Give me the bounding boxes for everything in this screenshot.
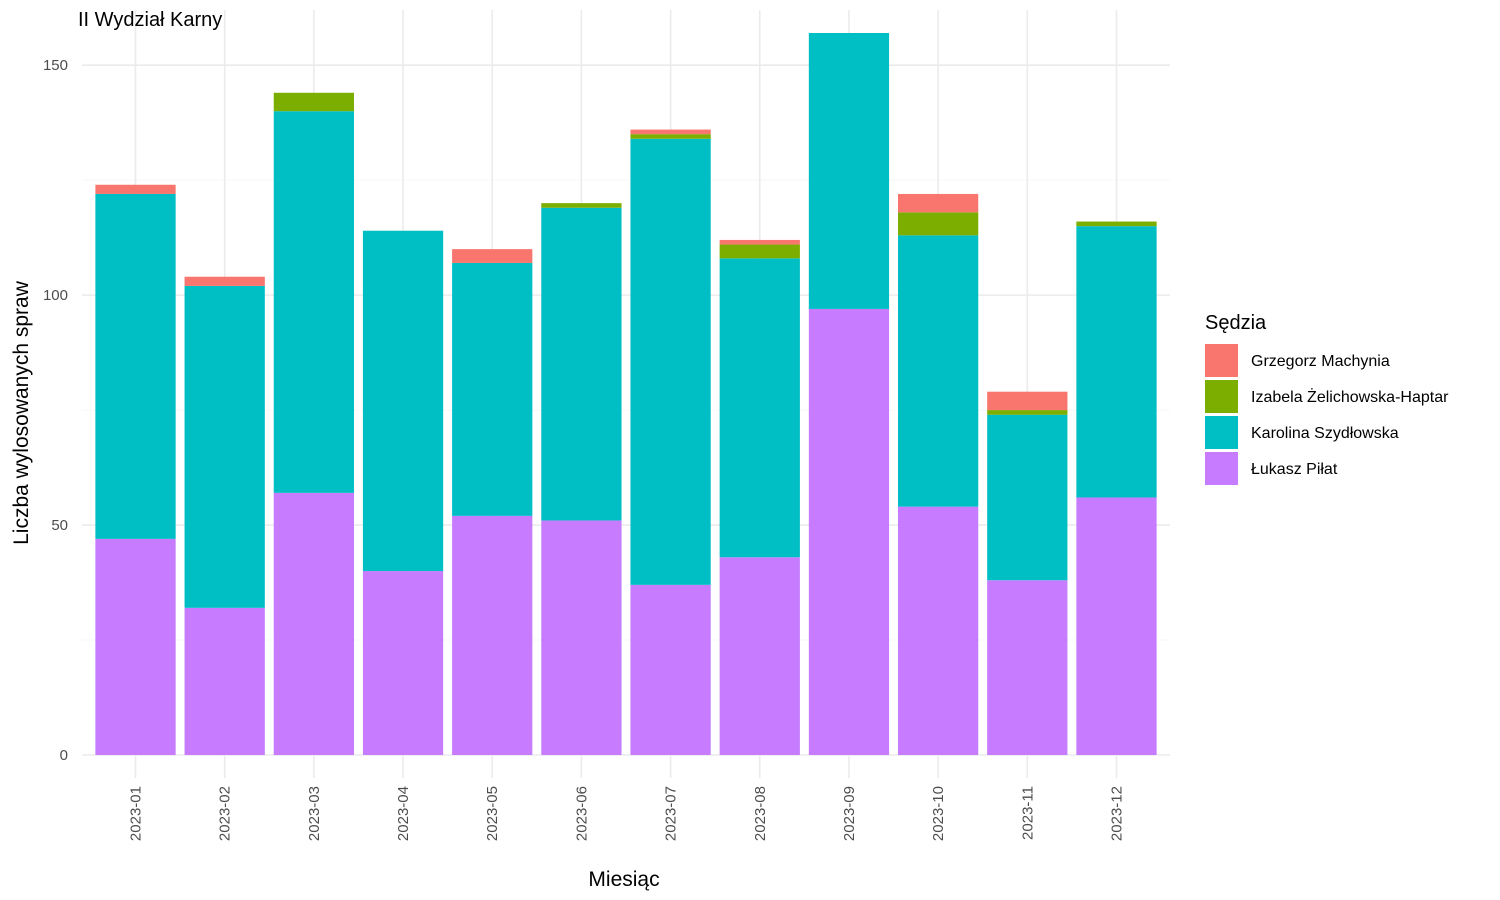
legend-label: Izabela Żelichowska-Haptar — [1251, 387, 1449, 406]
x-tick-label: 2023-05 — [484, 786, 501, 841]
y-tick-label: 0 — [60, 747, 68, 764]
x-tick-label: 2023-08 — [752, 786, 769, 841]
y-tick-label: 150 — [43, 57, 68, 74]
bar-segment — [719, 258, 800, 558]
bar-segment — [452, 249, 533, 263]
bar-segment — [362, 230, 444, 572]
bar-segment — [898, 212, 979, 236]
x-tick-label: 2023-10 — [930, 786, 947, 841]
legend-swatch — [1205, 452, 1238, 485]
legend-label: Grzegorz Machynia — [1251, 353, 1390, 370]
x-tick-label: 2023-03 — [306, 786, 323, 841]
bar-segment — [541, 203, 622, 208]
legend-title: Sędzia — [1205, 312, 1267, 334]
bar-segment — [719, 557, 800, 756]
bar-segment — [630, 138, 711, 585]
bar-segment — [273, 92, 354, 112]
bar-segment — [1076, 221, 1157, 227]
bar-segment — [630, 584, 711, 756]
bar-segment — [95, 538, 176, 756]
bar-segment — [95, 193, 176, 539]
bar-segment — [808, 308, 890, 756]
bar-segment — [541, 207, 622, 521]
x-tick-label: 2023-11 — [1019, 786, 1036, 840]
x-tick-label: 2023-07 — [663, 786, 680, 841]
x-tick-label: 2023-04 — [395, 786, 412, 841]
y-axis-title: Liczba wylosowanych spraw — [10, 280, 33, 545]
bar-segment — [987, 414, 1068, 581]
x-tick-label: 2023-06 — [573, 786, 590, 841]
bar-segment — [273, 111, 354, 493]
bar-segment — [808, 32, 890, 309]
bar-segment — [987, 391, 1068, 411]
x-tick-label: 2023-01 — [128, 786, 145, 841]
legend: Sędzia Grzegorz Machynia Izabela Żelichow… — [1205, 312, 1449, 485]
bar-segment — [273, 492, 354, 756]
bar-segment — [630, 129, 711, 135]
bar-segment — [898, 506, 979, 756]
legend-items: Grzegorz Machynia Izabela Żelichowska-Hap… — [1205, 344, 1449, 485]
bar-segment — [719, 244, 800, 259]
legend-swatch — [1205, 344, 1238, 377]
bar-segment — [898, 193, 979, 213]
bar-segment — [184, 285, 265, 608]
x-tick-label: 2023-12 — [1108, 786, 1125, 841]
bar-segment — [1076, 497, 1157, 756]
legend-label: Karolina Szydłowska — [1251, 425, 1399, 442]
chart-title: II Wydział Karny — [78, 9, 222, 31]
y-axis-ticks: 0 50 100 150 — [43, 57, 68, 764]
legend-swatch — [1205, 380, 1238, 413]
bar-segment — [987, 410, 1068, 415]
bar-segment — [452, 515, 533, 756]
bar-segment — [452, 262, 533, 516]
legend-label: Łukasz Piłat — [1251, 461, 1338, 478]
bar-segment — [987, 580, 1068, 756]
x-axis-ticks: 2023-01 2023-02 2023-03 2023-04 2023-05 2023-… — [128, 786, 1126, 841]
x-tick-label: 2023-09 — [841, 786, 858, 841]
bar-segment — [184, 276, 265, 286]
bar-segment — [95, 184, 176, 194]
y-tick-label: 50 — [51, 517, 68, 534]
legend-swatch — [1205, 416, 1238, 449]
bar-segment — [1076, 226, 1157, 498]
bar-segment — [541, 520, 622, 756]
bar-segment — [898, 235, 979, 507]
bar-segment — [630, 134, 711, 139]
bars — [95, 32, 1157, 756]
bar-segment — [719, 239, 800, 245]
bar-segment — [184, 607, 265, 756]
x-axis-title: Miesiąc — [588, 868, 659, 891]
y-tick-label: 100 — [43, 287, 68, 304]
x-tick-label: 2023-02 — [217, 786, 234, 841]
bar-segment — [362, 571, 444, 756]
